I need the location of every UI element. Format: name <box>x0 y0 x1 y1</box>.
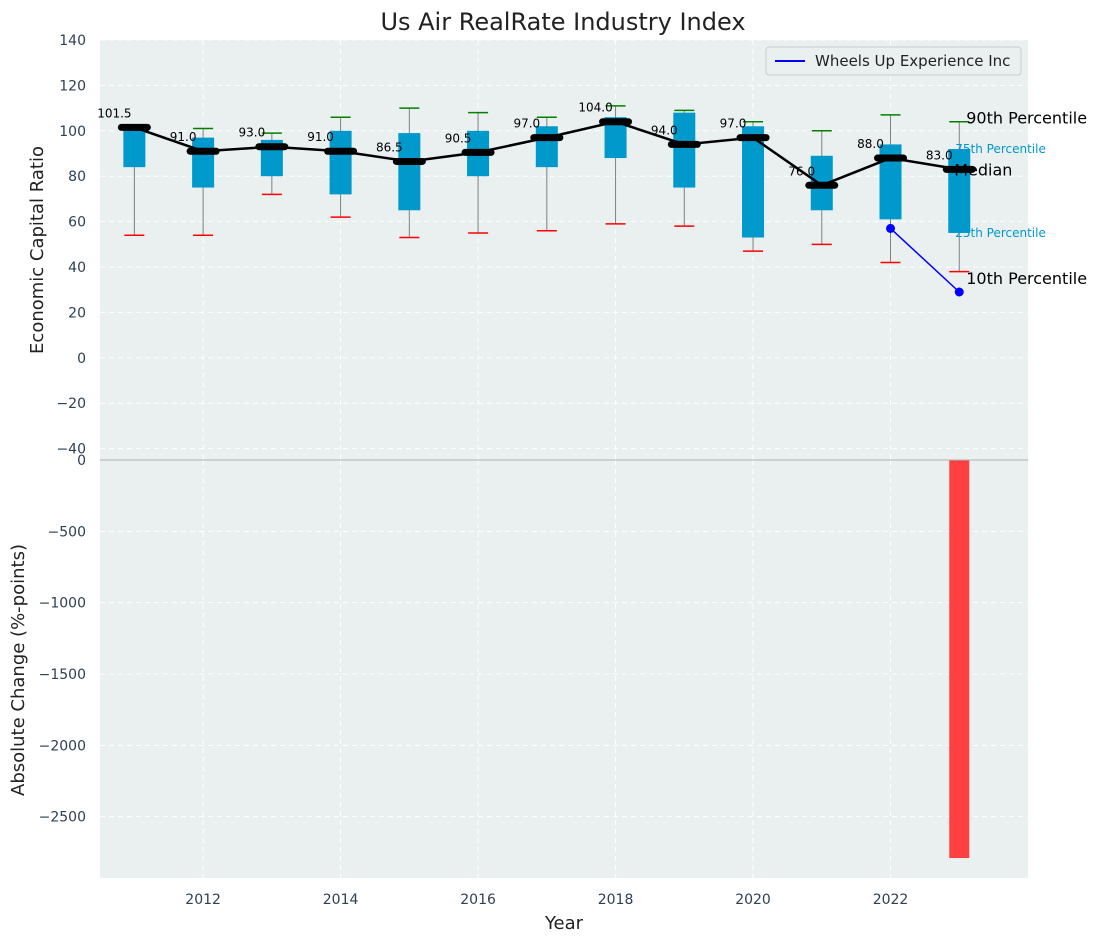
iqr-box <box>604 117 627 159</box>
bottom-y-tick-label: −1000 <box>39 596 86 612</box>
chart-title: Us Air RealRate Industry Index <box>380 8 745 36</box>
bottom-y-tick-label: −500 <box>48 524 86 540</box>
median-line <box>133 120 960 187</box>
top-y-tick-label: 0 <box>77 351 86 367</box>
annotation-90th: 90th Percentile <box>966 109 1087 128</box>
median-value-label: 91.0 <box>170 130 197 144</box>
change-bars <box>949 460 970 859</box>
iqr-box <box>123 128 146 168</box>
iqr-box <box>192 137 215 188</box>
top-y-tick-label: 60 <box>68 215 86 231</box>
x-tick-label: 2012 <box>185 892 221 908</box>
x-tick-label: 2020 <box>735 892 771 908</box>
company-series <box>886 223 964 297</box>
x-axis-label: Year <box>544 913 584 934</box>
median-value-label: 97.0 <box>720 117 747 131</box>
x-tick-label: 2022 <box>873 892 909 908</box>
median-value-label: 101.5 <box>97 106 131 120</box>
bottom-y-tick-label: −2500 <box>39 810 86 826</box>
box-2020 <box>736 120 770 252</box>
bottom-y-tick-label: 0 <box>77 453 86 469</box>
annotation-75th: 75th Percentile <box>955 142 1046 156</box>
company-point <box>954 287 964 297</box>
change-bar-2023 <box>949 460 970 859</box>
iqr-box <box>398 133 421 211</box>
x-ticks: 2012 2014 2016 2018 2020 2022 <box>185 892 908 908</box>
iqr-box <box>673 112 696 188</box>
legend-box <box>765 46 1022 76</box>
annotation-25th: 25th Percentile <box>955 226 1046 240</box>
iqr-box <box>329 130 352 195</box>
bottom-y-tick-label: −2000 <box>39 738 86 754</box>
annotation-10th: 10th Percentile <box>966 269 1087 288</box>
percentile-annotations: 90th Percentile 75th Percentile Median 25th… <box>954 109 1087 288</box>
x-tick-label: 2018 <box>598 892 634 908</box>
median-trend <box>133 120 960 187</box>
top-y-tick-label: 120 <box>59 78 86 94</box>
legend-label-company: Wheels Up Experience Inc <box>815 52 1010 70</box>
top-y-tick-label: 20 <box>68 305 86 321</box>
bottom-y-ticks: 0 −500 −1000 −1500 −2000 −2500 <box>39 453 86 826</box>
annotation-median: Median <box>954 160 1012 179</box>
median-value-label: 97.0 <box>513 117 540 131</box>
top-y-tick-label: 80 <box>68 169 86 185</box>
median-value-label: 76.0 <box>788 164 815 178</box>
box-2018 <box>599 105 633 225</box>
company-line <box>890 227 960 293</box>
top-y-axis-label: Economic Capital Ratio <box>27 146 48 354</box>
median-value-label: 86.5 <box>376 140 403 154</box>
x-tick-label: 2014 <box>323 892 359 908</box>
median-value-label: 93.0 <box>238 126 265 140</box>
bottom-y-tick-label: −1500 <box>39 667 86 683</box>
iqr-box <box>742 126 765 238</box>
bottom-y-axis-label: Absolute Change (%-points) <box>8 544 29 796</box>
median-value-labels: 101.5 91.0 93.0 91.0 86.5 90.5 97.0 104.0 94.0 97… <box>97 101 952 179</box>
top-y-tick-label: 100 <box>59 124 86 140</box>
median-value-label: 94.0 <box>651 123 678 137</box>
median-value-label: 88.0 <box>857 137 884 151</box>
median-value-label: 91.0 <box>307 130 334 144</box>
top-panel: 140 120 100 80 60 40 20 0 −20 −40 101.5 91.0 93.0 91… <box>27 33 1087 460</box>
bottom-plot-background <box>100 460 1028 878</box>
median-value-label: 104.0 <box>578 101 612 115</box>
iqr-box <box>535 126 558 168</box>
top-y-tick-label: −20 <box>56 396 86 412</box>
bottom-panel: 0−500−1000−1500−2000−2500 2012 2014 2016 20… <box>8 453 1028 934</box>
top-plot-background <box>100 40 1028 460</box>
legend: Wheels Up Experience Inc <box>765 46 1022 76</box>
iqr-box <box>879 144 902 220</box>
company-point <box>886 223 896 233</box>
top-y-tick-label: 40 <box>68 260 86 276</box>
median-value-label: 83.0 <box>926 148 953 162</box>
top-y-tick-label: 140 <box>59 33 86 49</box>
top-y-tick-label: −40 <box>56 442 86 458</box>
median-value-label: 90.5 <box>445 131 472 145</box>
x-tick-label: 2016 <box>460 892 496 908</box>
top-y-ticks: 140 120 100 80 60 40 20 0 −20 −40 <box>56 33 86 458</box>
